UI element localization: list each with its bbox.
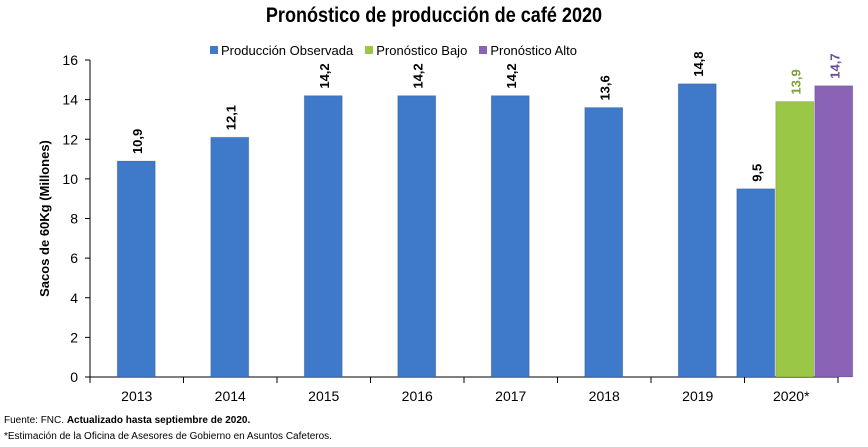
y-tick-label-14: 14 bbox=[62, 92, 78, 108]
x-tick-label-2015: 2015 bbox=[308, 388, 339, 404]
bar-produccion-observada-2017 bbox=[490, 95, 530, 378]
data-label-produccion-observada-2015: 14,2 bbox=[317, 63, 332, 88]
bar-produccion-observada-2018 bbox=[584, 107, 624, 378]
legend-item-pronostico-alto: Pronóstico Alto bbox=[479, 43, 577, 58]
legend-item-produccion-observada: Producción Observada bbox=[210, 43, 353, 58]
y-tick-label-8: 8 bbox=[70, 211, 78, 227]
footer-source-bold: Actualizado hasta septiembre de 2020. bbox=[66, 415, 251, 426]
chart-legend: Producción Observada Pronóstico Bajo Pro… bbox=[210, 40, 589, 60]
footer-source: Fuente: FNC. Actualizado hasta septiembr… bbox=[4, 415, 250, 426]
x-tick-label-2013: 2013 bbox=[121, 388, 152, 404]
data-label-produccion-observada-2014: 12,1 bbox=[223, 105, 238, 130]
legend-swatch-produccion-observada bbox=[210, 46, 218, 54]
data-label-produccion-observada-2020: 9,5 bbox=[749, 164, 764, 182]
x-tick-label-2017: 2017 bbox=[495, 388, 526, 404]
data-label-pronostico-alto-2020: 14,7 bbox=[827, 53, 842, 78]
data-label-produccion-observada-2018: 13,6 bbox=[597, 75, 612, 100]
footer-note: *Estimación de la Oficina de Asesores de… bbox=[4, 431, 332, 442]
data-label-produccion-observada-2013: 10,9 bbox=[130, 129, 145, 154]
bar-produccion-observada-2020 bbox=[736, 188, 776, 378]
x-tick-label-2014: 2014 bbox=[215, 388, 246, 404]
legend-item-pronostico-bajo: Pronóstico Bajo bbox=[365, 43, 467, 58]
data-label-produccion-observada-2017: 14,2 bbox=[504, 63, 519, 88]
y-tick-label-6: 6 bbox=[70, 250, 78, 266]
y-tick-label-2: 2 bbox=[70, 329, 78, 345]
bar-pronostico-alto-2020 bbox=[814, 85, 854, 378]
legend-label-pronostico-bajo: Pronóstico Bajo bbox=[376, 42, 468, 58]
footer-source-prefix: Fuente: FNC. bbox=[4, 415, 67, 426]
legend-label-pronostico-alto: Pronóstico Alto bbox=[490, 42, 578, 58]
x-tick-label-2019: 2019 bbox=[682, 388, 713, 404]
x-tick-label-2020: 2020* bbox=[773, 388, 810, 404]
y-tick-label-12: 12 bbox=[62, 131, 78, 147]
y-axis-label: Sacos de 60Kg (Millones) bbox=[37, 140, 52, 297]
bar-produccion-observada-2016 bbox=[397, 95, 437, 378]
data-label-produccion-observada-2019: 14,8 bbox=[691, 51, 706, 76]
legend-swatch-pronostico-alto bbox=[479, 46, 488, 54]
bar-produccion-observada-2013 bbox=[116, 160, 156, 378]
legend-swatch-pronostico-bajo bbox=[365, 46, 374, 54]
x-tick-label-2018: 2018 bbox=[589, 388, 620, 404]
data-label-produccion-observada-2016: 14,2 bbox=[410, 63, 425, 88]
data-label-pronostico-bajo-2020: 13,9 bbox=[788, 69, 803, 94]
bar-produccion-observada-2014 bbox=[210, 136, 250, 378]
x-tick-label-2016: 2016 bbox=[402, 388, 433, 404]
chart-title: Pronóstico de producción de café 2020 bbox=[265, 4, 603, 27]
y-tick-label-0: 0 bbox=[70, 369, 78, 385]
legend-label-produccion-observada: Producción Observada bbox=[221, 42, 354, 58]
y-tick-label-10: 10 bbox=[62, 171, 78, 187]
bar-pronostico-bajo-2020 bbox=[775, 101, 815, 378]
bar-produccion-observada-2019 bbox=[677, 83, 717, 378]
bar-produccion-observada-2015 bbox=[303, 95, 343, 378]
y-tick-label-4: 4 bbox=[70, 290, 78, 306]
y-tick-label-16: 16 bbox=[62, 52, 78, 68]
